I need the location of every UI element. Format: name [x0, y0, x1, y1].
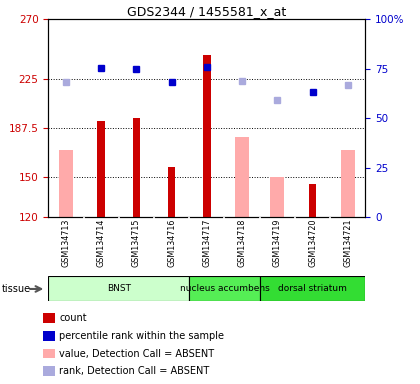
Bar: [43, 313, 55, 323]
Text: GSM134716: GSM134716: [167, 219, 176, 267]
Text: GSM134719: GSM134719: [273, 219, 282, 267]
Text: GSM134718: GSM134718: [238, 219, 247, 267]
Bar: [189, 276, 260, 301]
Text: GSM134714: GSM134714: [97, 219, 106, 267]
Text: GSM134720: GSM134720: [308, 219, 317, 267]
Bar: [48, 276, 189, 301]
Bar: [168, 167, 176, 217]
Text: count: count: [60, 313, 87, 323]
Bar: [341, 150, 355, 217]
Text: value, Detection Call = ABSENT: value, Detection Call = ABSENT: [60, 349, 215, 359]
Text: nucleus accumbens: nucleus accumbens: [180, 285, 269, 293]
Text: tissue: tissue: [2, 284, 31, 294]
Title: GDS2344 / 1455581_x_at: GDS2344 / 1455581_x_at: [127, 5, 286, 18]
Bar: [43, 366, 55, 376]
Text: GSM134721: GSM134721: [343, 219, 352, 267]
Bar: [260, 276, 365, 301]
Bar: [270, 177, 284, 217]
Bar: [43, 331, 55, 341]
Bar: [309, 184, 316, 217]
Bar: [132, 118, 140, 217]
Bar: [59, 150, 73, 217]
Text: BNST: BNST: [107, 285, 131, 293]
Bar: [235, 137, 249, 217]
Bar: [203, 55, 211, 217]
Bar: [43, 349, 55, 359]
Text: GSM134715: GSM134715: [132, 219, 141, 267]
Text: rank, Detection Call = ABSENT: rank, Detection Call = ABSENT: [60, 366, 210, 376]
Bar: [97, 121, 105, 217]
Text: percentile rank within the sample: percentile rank within the sample: [60, 331, 224, 341]
Text: dorsal striatum: dorsal striatum: [278, 285, 347, 293]
Text: GSM134717: GSM134717: [202, 219, 211, 267]
Text: GSM134713: GSM134713: [61, 219, 71, 267]
